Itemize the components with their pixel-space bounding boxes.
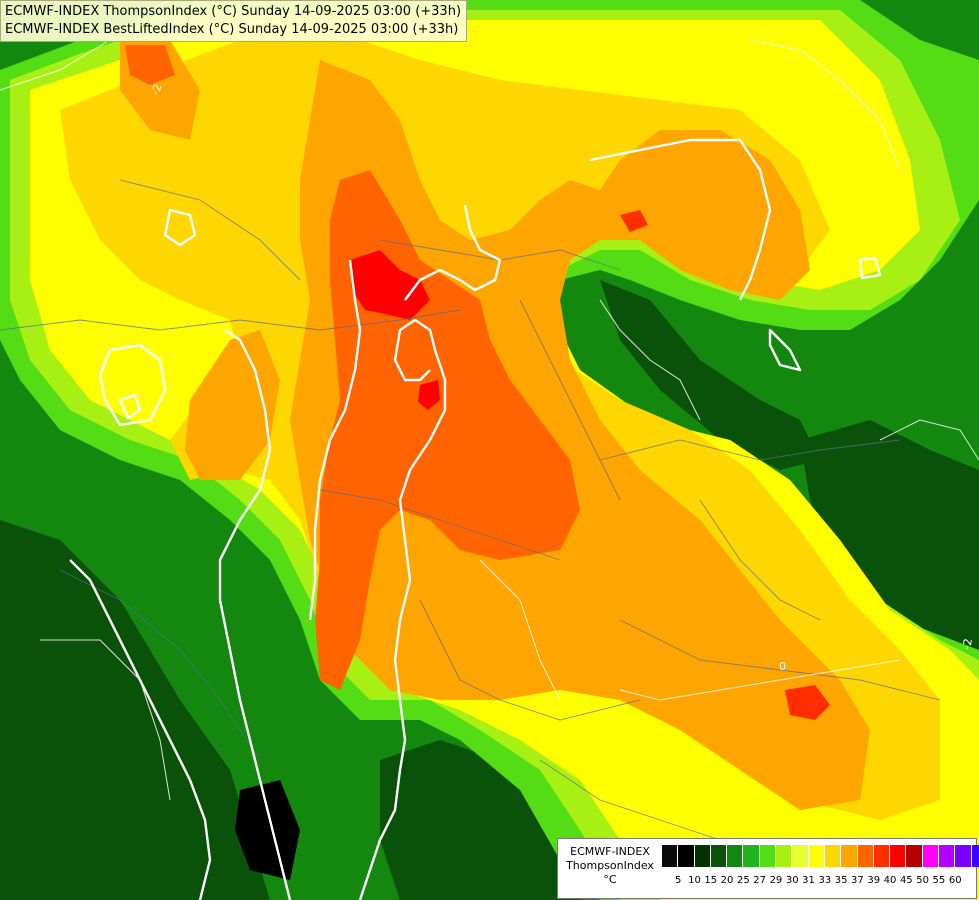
legend-title: ECMWF-INDEX (570, 845, 650, 858)
field-dark-orange-nw (125, 45, 175, 85)
field-dark-orange-se (785, 685, 830, 720)
legend-swatch (776, 845, 793, 867)
legend-label: ECMWF-INDEX ThompsonIndex °C (562, 845, 658, 887)
legend-tick: 10 (688, 875, 701, 886)
legend-tick: 31 (802, 875, 815, 886)
legend-swatch (727, 845, 744, 867)
title-thompson-index: ECMWF-INDEX ThompsonIndex (°C) Sunday 14… (5, 4, 462, 19)
legend-tick: 45 (899, 875, 913, 886)
field-orange-west (185, 330, 280, 480)
legend-swatch (971, 845, 979, 867)
legend-swatch (890, 845, 907, 867)
legend-tick: 55 (932, 875, 946, 886)
lifted-index-contours (69, 138, 882, 900)
legend-swatch (759, 845, 777, 867)
legend-swatch (873, 845, 891, 867)
title-best-lifted-index: ECMWF-INDEX BestLiftedIndex (°C) Sunday … (5, 22, 459, 37)
legend-swatch (662, 845, 679, 867)
legend-swatch (906, 845, 923, 867)
contour-label-a: -2 (149, 82, 165, 97)
legend-tick-labels: 5 10 15 20 25 27 29 30 31 33 35 37 39 40 45 50 55 60 (662, 875, 962, 886)
color-legend: ECMWF-INDEX ThompsonIndex °C 5 10 15 20 25 27… (557, 838, 979, 899)
legend-swatch (710, 845, 728, 867)
legend-tick: 20 (720, 875, 734, 886)
field-black-core (235, 780, 300, 880)
field-dark-orange-ne (620, 210, 648, 232)
field-dark-green-south (380, 740, 580, 900)
legend-tick: 50 (916, 875, 929, 886)
legend-variable: ThompsonIndex (566, 859, 654, 872)
legend-tick: 5 (674, 875, 682, 886)
legend-swatch (939, 845, 956, 867)
legend-tick: 60 (948, 875, 962, 886)
contour-label-b: 0 (779, 660, 786, 673)
legend-swatch (857, 845, 874, 867)
field-dark-green-east (800, 420, 979, 680)
legend-tick: 40 (883, 875, 897, 886)
legend-tick: 30 (785, 875, 799, 886)
legend-unit: °C (603, 873, 617, 886)
legend-swatch (808, 845, 825, 867)
legend-tick: 39 (867, 875, 881, 886)
field-orange (290, 60, 870, 810)
legend-tick: 37 (851, 875, 864, 886)
legend-swatch (743, 845, 760, 867)
legend-tick: 15 (704, 875, 718, 886)
legend-tick: 29 (769, 875, 783, 886)
legend-tick: 33 (818, 875, 832, 886)
legend-swatch (841, 845, 858, 867)
field-red-core (350, 250, 430, 320)
legend-swatch (955, 845, 972, 867)
legend-tick: 35 (834, 875, 848, 886)
legend-tick: 27 (753, 875, 766, 886)
field-dark-green-west (0, 520, 270, 900)
field-dark-green-ne-band (600, 280, 820, 470)
legend-swatch (824, 845, 842, 867)
geographic-boundaries (0, 179, 941, 841)
legend-color-bar (662, 845, 979, 867)
legend-swatch (678, 845, 695, 867)
map-title-box: ECMWF-INDEX ThompsonIndex (°C) Sunday 14… (0, 0, 468, 42)
contour-label-c: -2 (960, 637, 975, 650)
legend-swatch (694, 845, 711, 867)
field-red-spot (418, 380, 440, 410)
legend-tick: 25 (736, 875, 750, 886)
legend-swatch (792, 845, 809, 867)
legend-swatch (922, 845, 940, 867)
